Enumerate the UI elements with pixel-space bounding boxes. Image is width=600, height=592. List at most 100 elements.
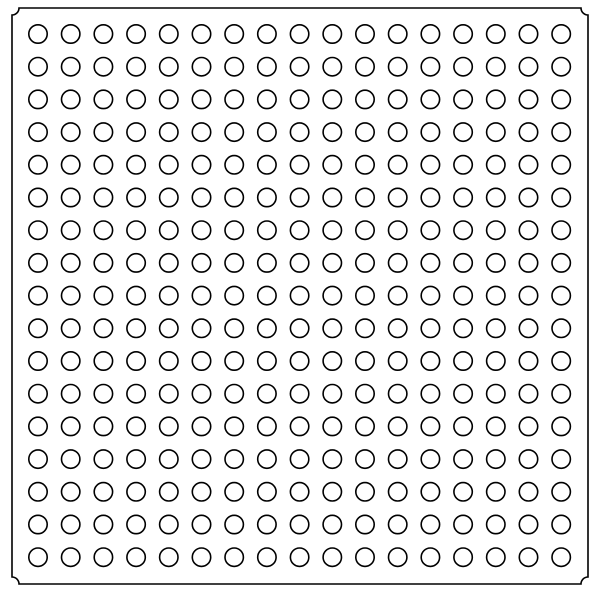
hole bbox=[454, 515, 472, 533]
hole bbox=[29, 188, 47, 206]
hole bbox=[127, 483, 145, 501]
hole bbox=[487, 188, 505, 206]
hole bbox=[160, 221, 178, 239]
hole bbox=[552, 57, 570, 75]
hole bbox=[225, 352, 243, 370]
hole bbox=[389, 319, 407, 337]
hole bbox=[192, 221, 210, 239]
hole bbox=[356, 352, 374, 370]
hole bbox=[519, 123, 537, 141]
hole bbox=[323, 286, 341, 304]
hole bbox=[61, 90, 79, 108]
hole bbox=[192, 25, 210, 43]
hole bbox=[323, 319, 341, 337]
hole bbox=[519, 188, 537, 206]
hole bbox=[487, 548, 505, 566]
hole bbox=[389, 515, 407, 533]
hole bbox=[225, 450, 243, 468]
hole bbox=[127, 90, 145, 108]
hole bbox=[225, 385, 243, 403]
hole bbox=[29, 319, 47, 337]
hole bbox=[290, 352, 308, 370]
hole bbox=[389, 483, 407, 501]
hole bbox=[127, 515, 145, 533]
hole bbox=[94, 417, 112, 435]
hole bbox=[552, 450, 570, 468]
hole bbox=[61, 156, 79, 174]
hole bbox=[487, 221, 505, 239]
hole bbox=[127, 319, 145, 337]
hole bbox=[389, 385, 407, 403]
hole-grid bbox=[29, 25, 571, 567]
hole bbox=[192, 188, 210, 206]
hole bbox=[258, 123, 276, 141]
hole bbox=[127, 221, 145, 239]
hole bbox=[160, 548, 178, 566]
hole bbox=[160, 352, 178, 370]
hole bbox=[389, 450, 407, 468]
hole bbox=[323, 156, 341, 174]
hole bbox=[127, 385, 145, 403]
hole bbox=[290, 156, 308, 174]
hole bbox=[94, 548, 112, 566]
hole bbox=[487, 352, 505, 370]
hole bbox=[192, 57, 210, 75]
hole bbox=[421, 123, 439, 141]
hole bbox=[356, 221, 374, 239]
hole bbox=[127, 352, 145, 370]
hole bbox=[29, 221, 47, 239]
hole bbox=[94, 123, 112, 141]
hole bbox=[225, 123, 243, 141]
hole bbox=[61, 57, 79, 75]
hole bbox=[192, 483, 210, 501]
hole bbox=[160, 319, 178, 337]
hole bbox=[519, 156, 537, 174]
hole bbox=[29, 57, 47, 75]
hole bbox=[258, 483, 276, 501]
hole bbox=[290, 25, 308, 43]
hole bbox=[421, 188, 439, 206]
hole bbox=[454, 188, 472, 206]
hole bbox=[421, 450, 439, 468]
hole bbox=[552, 90, 570, 108]
hole bbox=[323, 385, 341, 403]
hole bbox=[225, 286, 243, 304]
hole bbox=[61, 450, 79, 468]
hole bbox=[290, 254, 308, 272]
hole bbox=[192, 254, 210, 272]
hole bbox=[94, 90, 112, 108]
hole bbox=[356, 57, 374, 75]
hole bbox=[552, 254, 570, 272]
hole bbox=[94, 254, 112, 272]
hole bbox=[323, 515, 341, 533]
hole bbox=[519, 286, 537, 304]
hole bbox=[487, 417, 505, 435]
hole bbox=[552, 123, 570, 141]
hole bbox=[29, 254, 47, 272]
hole bbox=[290, 188, 308, 206]
hole bbox=[454, 352, 472, 370]
hole bbox=[323, 90, 341, 108]
hole bbox=[552, 156, 570, 174]
hole bbox=[356, 254, 374, 272]
hole bbox=[160, 156, 178, 174]
hole bbox=[225, 90, 243, 108]
hole bbox=[258, 221, 276, 239]
hole bbox=[127, 188, 145, 206]
hole bbox=[29, 417, 47, 435]
hole bbox=[160, 90, 178, 108]
hole bbox=[356, 188, 374, 206]
hole bbox=[192, 548, 210, 566]
hole bbox=[421, 548, 439, 566]
hole bbox=[421, 483, 439, 501]
perforated-panel-diagram bbox=[0, 0, 600, 592]
hole bbox=[258, 417, 276, 435]
hole bbox=[61, 548, 79, 566]
hole bbox=[487, 385, 505, 403]
hole bbox=[29, 352, 47, 370]
hole bbox=[389, 352, 407, 370]
hole bbox=[487, 25, 505, 43]
hole bbox=[323, 548, 341, 566]
hole bbox=[421, 515, 439, 533]
hole bbox=[421, 352, 439, 370]
